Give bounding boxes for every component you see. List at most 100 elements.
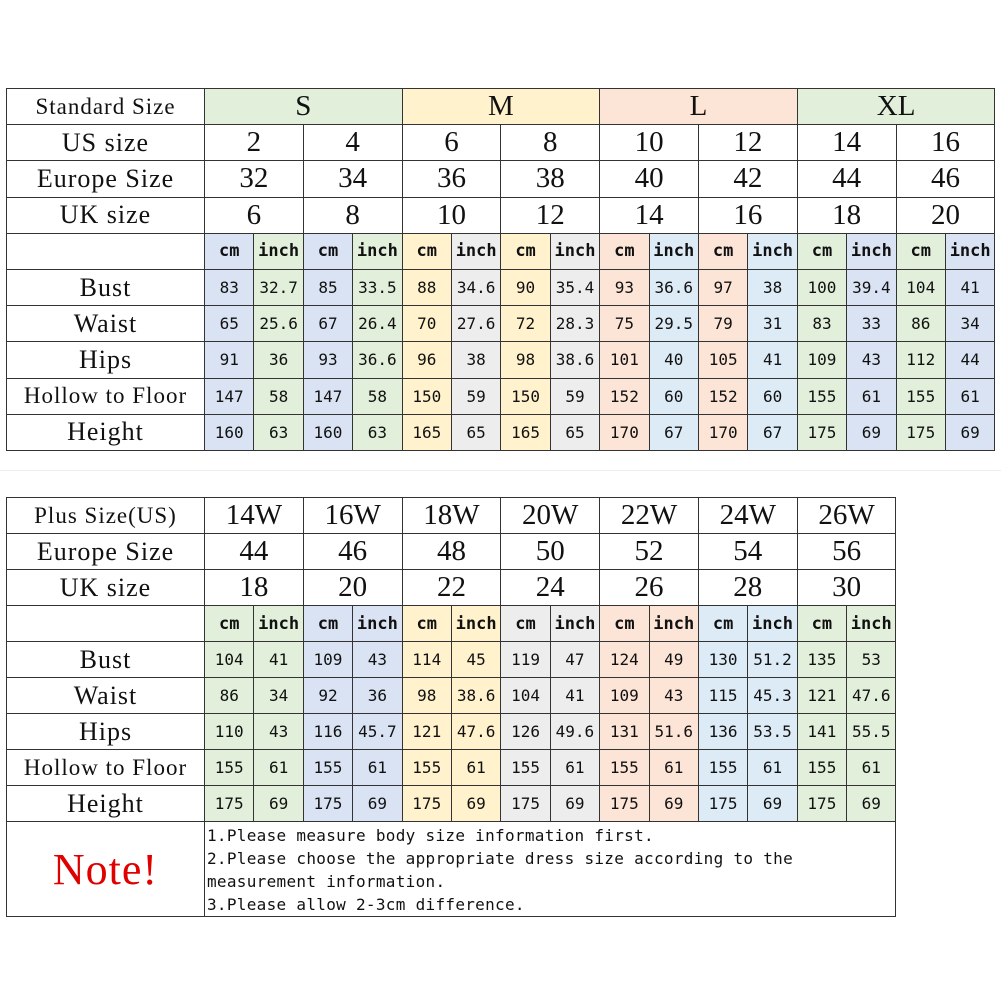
size-cell: 22W [599,497,699,534]
measure-cell: 79 [697,305,749,343]
size-cell: 54 [697,533,798,570]
measure-cell: 40 [648,341,699,379]
row-label: Waist [6,677,205,714]
measure-cell: 114 [401,641,452,678]
measure-cell: 61 [253,749,304,786]
measure-cell: 47.6 [846,677,897,714]
measure-cell: 53.5 [747,713,798,750]
unit-cm: cm [401,232,452,270]
measure-cell: 98 [500,341,551,379]
size-cell: 16 [895,124,996,162]
size-cell: 18 [204,569,304,606]
note-text: 1.Please measure body size information f… [203,821,897,917]
size-cell: 42 [697,160,798,198]
size-cell: 20 [895,196,996,234]
size-cell: 26W [796,497,897,534]
unit-row: cm inch cm inch cm inch cm inch cm inch cm inch cm in… [6,605,897,642]
unit-cm: cm [302,605,354,642]
header-row: Standard Size S M L XL [6,87,996,126]
measure-cell: 51.6 [648,713,699,750]
row-label: US size [6,124,205,162]
unit-inch: inch [846,232,897,270]
size-cell: 14W [204,497,304,534]
size-cell: 20W [500,497,601,534]
size-cell: 26 [599,569,699,606]
unit-inch: inch [549,232,601,270]
measure-cell: 53 [846,641,897,678]
size-cell: 46 [302,533,403,570]
measure-cell: 119 [500,641,551,678]
row-label: Height [6,413,205,451]
size-cell: 16 [697,196,798,234]
note-title: Note! [6,821,205,917]
measure-cell: 170 [599,413,650,451]
unit-row: cm inch cm inch cm inch cm inch cm inch cm inch cm in… [6,232,996,270]
row-label: Plus Size(US) [6,497,205,534]
size-cell: 50 [500,533,601,570]
unit-cm: cm [500,605,551,642]
measure-cell: 61 [450,749,502,786]
unit-inch: inch [450,232,502,270]
size-cell: 44 [204,533,304,570]
measure-cell: 93 [302,341,354,379]
measure-cell: 35.4 [549,268,601,307]
measure-cell: 175 [599,785,650,822]
measure-cell: 26.4 [352,305,403,343]
measure-cell: 155 [500,749,551,786]
measure-cell: 69 [549,785,601,822]
measure-cell: 124 [599,641,650,678]
row-label: UK size [6,196,205,234]
measure-cell: 43 [253,713,304,750]
measure-cell: 90 [500,268,551,307]
measure-cell: 93 [599,268,650,307]
note-line: 2.Please choose the appropriate dress si… [207,849,794,891]
measure-cell: 33 [846,305,897,343]
measure-cell: 101 [599,341,650,379]
unit-inch: inch [549,605,601,642]
measure-cell: 65 [450,413,502,451]
measure-cell: 86 [895,305,946,343]
unit-inch: inch [747,232,798,270]
measure-cell: 27.6 [450,305,502,343]
size-cell: 18W [401,497,502,534]
size-cell: 8 [302,196,403,234]
measure-row: Hollow to Floor 155 61 155 61 155 61 155 61 155 61… [6,749,897,786]
measure-cell: 36.6 [352,341,403,379]
row-label: Europe Size [6,160,205,198]
row-label: Hollow to Floor [6,377,205,415]
note-row: Note! 1.Please measure body size informat… [6,821,897,917]
plus-size-table: Plus Size(US) 14W 16W 18W 20W 22W 24W 26W Europe… [6,497,897,917]
size-cell: 14 [599,196,699,234]
measure-row: Height 175 69 175 69 175 69 175 69 175 69 175 69 175 6… [6,785,897,822]
measure-cell: 175 [203,785,255,822]
unit-cm: cm [302,232,354,270]
size-cell: 22 [401,569,502,606]
measure-cell: 63 [253,413,304,451]
measure-cell: 69 [352,785,403,822]
size-cell: 40 [599,160,699,198]
size-cell: 16W [302,497,403,534]
size-row: Europe Size 44 46 48 50 52 54 56 [6,533,897,570]
measure-cell: 41 [253,641,304,678]
measure-cell: 83 [796,305,848,343]
measure-cell: 155 [302,749,354,786]
measure-cell: 91 [203,341,255,379]
size-row: Plus Size(US) 14W 16W 18W 20W 22W 24W 26W [6,497,897,534]
measure-cell: 38.6 [450,677,502,714]
measure-cell: 45.3 [747,677,798,714]
measure-cell: 92 [302,677,354,714]
measure-cell: 116 [302,713,354,750]
measure-cell: 141 [796,713,848,750]
measure-cell: 135 [796,641,848,678]
measure-cell: 36.6 [648,268,699,307]
measure-cell: 69 [648,785,699,822]
unit-inch: inch [648,605,699,642]
unit-cm: cm [599,605,650,642]
unit-cm: cm [599,232,650,270]
measure-cell: 112 [895,341,946,379]
measure-cell: 155 [203,749,255,786]
measure-cell: 69 [450,785,502,822]
measure-cell: 175 [302,785,354,822]
unit-cm: cm [697,605,749,642]
size-row: US size 2 4 6 8 10 12 14 16 [6,124,996,162]
